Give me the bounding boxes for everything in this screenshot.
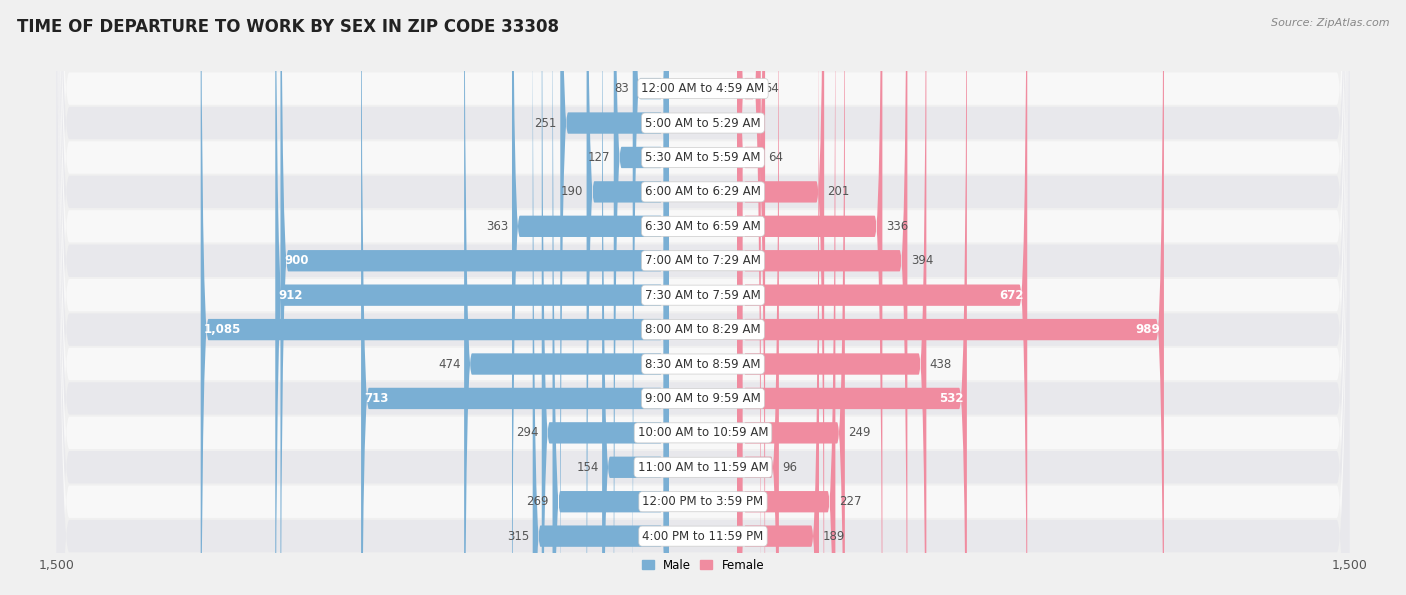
Text: 269: 269 [527,495,550,508]
Text: 438: 438 [929,358,952,371]
FancyBboxPatch shape [738,0,845,595]
FancyBboxPatch shape [56,0,1350,595]
Text: 190: 190 [561,186,583,198]
Text: 8:00 AM to 8:29 AM: 8:00 AM to 8:29 AM [645,323,761,336]
Text: 1,085: 1,085 [204,323,242,336]
FancyBboxPatch shape [738,0,824,595]
Text: 189: 189 [823,530,845,543]
FancyBboxPatch shape [56,0,1350,595]
Text: 294: 294 [516,427,538,439]
Text: 227: 227 [839,495,862,508]
Text: 713: 713 [364,392,389,405]
Text: 12:00 PM to 3:59 PM: 12:00 PM to 3:59 PM [643,495,763,508]
FancyBboxPatch shape [586,0,668,595]
FancyBboxPatch shape [738,0,818,595]
Text: 5:00 AM to 5:29 AM: 5:00 AM to 5:29 AM [645,117,761,130]
FancyBboxPatch shape [738,0,927,595]
Text: 900: 900 [284,254,308,267]
FancyBboxPatch shape [56,0,1350,595]
FancyBboxPatch shape [738,0,1164,595]
Text: 5:30 AM to 5:59 AM: 5:30 AM to 5:59 AM [645,151,761,164]
Text: 989: 989 [1136,323,1160,336]
Text: 394: 394 [911,254,934,267]
FancyBboxPatch shape [56,0,1350,595]
Text: 0: 0 [741,117,748,130]
FancyBboxPatch shape [738,0,883,595]
FancyBboxPatch shape [560,0,668,595]
FancyBboxPatch shape [56,0,1350,595]
Text: 64: 64 [769,151,783,164]
FancyBboxPatch shape [738,0,835,595]
Text: 474: 474 [439,358,461,371]
FancyBboxPatch shape [738,0,761,595]
Text: 83: 83 [614,82,630,95]
Text: 127: 127 [588,151,610,164]
FancyBboxPatch shape [738,0,907,595]
FancyBboxPatch shape [533,0,668,595]
Text: 54: 54 [765,82,779,95]
Text: 7:30 AM to 7:59 AM: 7:30 AM to 7:59 AM [645,289,761,302]
FancyBboxPatch shape [56,0,1350,595]
FancyBboxPatch shape [56,0,1350,595]
FancyBboxPatch shape [56,0,1350,595]
Text: TIME OF DEPARTURE TO WORK BY SEX IN ZIP CODE 33308: TIME OF DEPARTURE TO WORK BY SEX IN ZIP … [17,18,558,36]
FancyBboxPatch shape [276,0,668,595]
FancyBboxPatch shape [56,0,1350,595]
Text: 201: 201 [828,186,851,198]
Text: 12:00 AM to 4:59 AM: 12:00 AM to 4:59 AM [641,82,765,95]
FancyBboxPatch shape [56,0,1350,595]
Text: 154: 154 [576,461,599,474]
Text: 8:30 AM to 8:59 AM: 8:30 AM to 8:59 AM [645,358,761,371]
Text: 315: 315 [508,530,529,543]
Text: 96: 96 [782,461,797,474]
Text: 251: 251 [534,117,557,130]
Text: 672: 672 [1000,289,1024,302]
FancyBboxPatch shape [738,0,765,595]
FancyBboxPatch shape [738,0,1028,595]
FancyBboxPatch shape [553,0,668,595]
Text: 7:00 AM to 7:29 AM: 7:00 AM to 7:29 AM [645,254,761,267]
Text: 532: 532 [939,392,963,405]
FancyBboxPatch shape [512,0,668,595]
Text: 363: 363 [486,220,509,233]
FancyBboxPatch shape [738,0,967,595]
Text: 336: 336 [886,220,908,233]
Text: Source: ZipAtlas.com: Source: ZipAtlas.com [1271,18,1389,28]
Legend: Male, Female: Male, Female [637,554,769,577]
Text: 249: 249 [848,427,870,439]
Text: 11:00 AM to 11:59 AM: 11:00 AM to 11:59 AM [638,461,768,474]
FancyBboxPatch shape [56,0,1350,595]
Text: 4:00 PM to 11:59 PM: 4:00 PM to 11:59 PM [643,530,763,543]
FancyBboxPatch shape [464,0,668,595]
FancyBboxPatch shape [56,0,1350,595]
Text: 6:00 AM to 6:29 AM: 6:00 AM to 6:29 AM [645,186,761,198]
Text: 10:00 AM to 10:59 AM: 10:00 AM to 10:59 AM [638,427,768,439]
FancyBboxPatch shape [738,0,779,595]
FancyBboxPatch shape [602,0,668,595]
FancyBboxPatch shape [614,0,668,595]
FancyBboxPatch shape [56,0,1350,595]
FancyBboxPatch shape [201,0,668,595]
Text: 6:30 AM to 6:59 AM: 6:30 AM to 6:59 AM [645,220,761,233]
FancyBboxPatch shape [541,0,668,595]
FancyBboxPatch shape [633,0,668,595]
Text: 9:00 AM to 9:59 AM: 9:00 AM to 9:59 AM [645,392,761,405]
Text: 912: 912 [278,289,304,302]
FancyBboxPatch shape [56,0,1350,595]
FancyBboxPatch shape [280,0,668,595]
FancyBboxPatch shape [361,0,668,595]
